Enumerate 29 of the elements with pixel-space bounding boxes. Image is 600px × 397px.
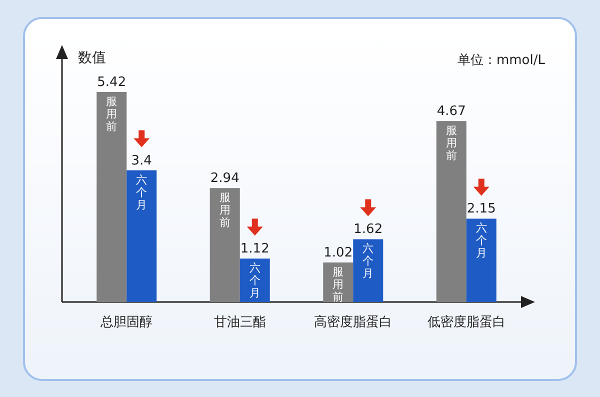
series-label: 服用前 bbox=[332, 265, 344, 304]
data-label: 1.62 bbox=[354, 222, 383, 238]
x-tick-label: 低密度脂蛋白 bbox=[427, 314, 506, 330]
data-label: 4.67 bbox=[436, 104, 466, 120]
text: 服用前 bbox=[219, 191, 230, 230]
x-tick-label: 总胆固醇 bbox=[100, 315, 153, 330]
bar bbox=[210, 188, 240, 302]
text: 服用前 bbox=[106, 95, 118, 133]
y-axis-title: 数值 bbox=[78, 50, 106, 66]
data-label: 2.94 bbox=[210, 171, 240, 186]
text: 服用前 bbox=[446, 124, 457, 162]
text: 六个月 bbox=[476, 222, 487, 260]
bar bbox=[436, 121, 466, 302]
bar bbox=[466, 218, 496, 302]
data-label: 1.02 bbox=[324, 245, 353, 260]
x-tick-label: 甘油三酯 bbox=[214, 315, 266, 330]
text: 六个月 bbox=[136, 173, 148, 212]
bar bbox=[126, 170, 157, 302]
data-label: 5.42 bbox=[97, 75, 126, 90]
text: 单位：mmol/L bbox=[457, 53, 546, 68]
data-label: 2.15 bbox=[466, 202, 496, 217]
data-label: 1.12 bbox=[240, 242, 270, 257]
series-label: 六个月 bbox=[249, 262, 260, 300]
x-tick-label: 高密度脂蛋白 bbox=[314, 314, 392, 330]
data-label: 3.4 bbox=[131, 153, 152, 168]
bar bbox=[353, 239, 384, 302]
bar bbox=[96, 92, 127, 302]
bar bbox=[240, 258, 270, 302]
text: 六个月 bbox=[362, 242, 374, 280]
